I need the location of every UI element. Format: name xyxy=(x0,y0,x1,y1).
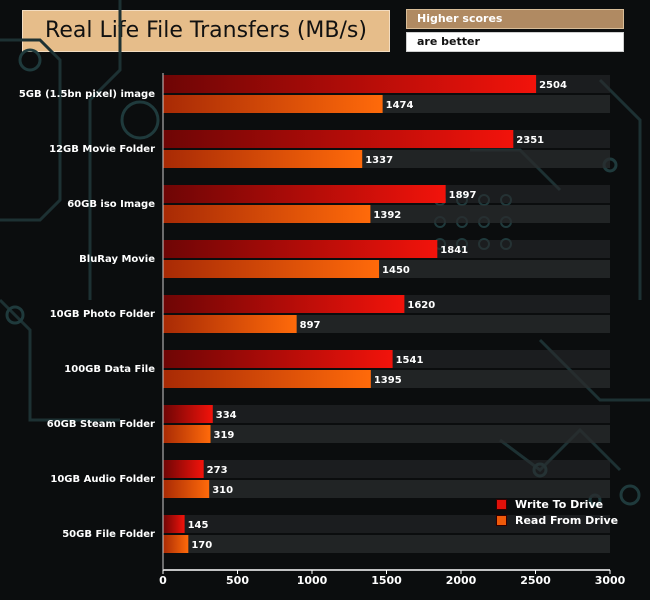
x-tick-label: 500 xyxy=(226,574,249,587)
note-are-better: are better xyxy=(406,32,624,52)
bar-write xyxy=(163,295,405,313)
circuit-node xyxy=(619,484,641,506)
circuit-node xyxy=(18,48,42,72)
value-label-write: 273 xyxy=(207,465,228,476)
value-label-write: 334 xyxy=(216,410,237,421)
x-axis: 0 500 1000 1500 2000 2500 3000 xyxy=(159,73,626,587)
row-band xyxy=(163,425,610,443)
circuit-trace xyxy=(0,38,62,222)
circuit-trace xyxy=(499,427,622,472)
row-band xyxy=(163,405,610,423)
bar-read xyxy=(163,315,297,333)
bar-read xyxy=(163,370,371,388)
x-tick-label: 1500 xyxy=(371,574,402,587)
category-label: 5GB (1.5bn pixel) image xyxy=(19,89,155,100)
value-label-write: 1841 xyxy=(440,245,468,256)
chart-title: Real Life File Transfers (MB/s) xyxy=(22,10,390,52)
bar-write xyxy=(163,130,514,148)
category-label: 10GB Audio Folder xyxy=(50,474,155,485)
circuit-trace xyxy=(88,0,122,300)
bar-read xyxy=(163,260,380,278)
category-label: 60GB iso Image xyxy=(67,199,155,210)
x-tick-label: 2000 xyxy=(446,574,477,587)
bar-write xyxy=(163,515,185,533)
bar-write xyxy=(163,405,213,423)
row-band xyxy=(163,535,610,553)
legend-label-write: Write To Drive xyxy=(515,497,604,511)
bar-read xyxy=(163,425,211,443)
value-label-read: 1474 xyxy=(386,100,414,111)
value-label-write: 2351 xyxy=(516,135,544,146)
value-label-read: 897 xyxy=(300,320,321,331)
bar-read xyxy=(163,480,210,498)
legend-swatch-write xyxy=(496,498,507,510)
circuit-trace xyxy=(0,298,120,422)
legend-item-write: Write To Drive xyxy=(496,497,618,511)
legend: Write To Drive Read From Drive xyxy=(496,497,618,529)
circuit-node xyxy=(5,305,25,325)
bar-write xyxy=(163,460,204,478)
bar-read xyxy=(163,95,383,113)
value-label-write: 1897 xyxy=(449,190,477,201)
row-band xyxy=(163,480,610,498)
bar-read xyxy=(163,150,363,168)
value-label-write: 145 xyxy=(188,520,209,531)
circuit-trace xyxy=(598,78,642,300)
category-label: BluRay Movie xyxy=(79,254,155,265)
bar-read xyxy=(163,205,371,223)
legend-swatch-read xyxy=(496,514,507,526)
value-label-read: 319 xyxy=(214,430,235,441)
circuit-node xyxy=(120,100,160,140)
bar-write xyxy=(163,185,446,203)
bar-write xyxy=(163,75,537,93)
bar-read xyxy=(163,535,189,553)
bar-write xyxy=(163,240,438,258)
x-tick-label: 3000 xyxy=(595,574,626,587)
category-label: 60GB Steam Folder xyxy=(47,419,155,430)
value-label-write: 1620 xyxy=(407,300,435,311)
value-label-read: 1395 xyxy=(374,375,402,386)
value-label-write: 1541 xyxy=(396,355,424,366)
bars: 2504 1474 2351 1337 1897 1392 1841 1450 1620 897 1… xyxy=(163,75,567,553)
value-label-read: 310 xyxy=(212,485,233,496)
value-label-write: 2504 xyxy=(539,80,567,91)
value-label-read: 170 xyxy=(191,540,212,551)
value-label-read: 1450 xyxy=(382,265,410,276)
bar-write xyxy=(163,350,393,368)
note-higher-scores: Higher scores xyxy=(406,9,624,29)
value-label-read: 1337 xyxy=(365,155,393,166)
legend-label-read: Read From Drive xyxy=(515,513,619,527)
category-label: 12GB Movie Folder xyxy=(49,144,155,155)
category-labels: 5GB (1.5bn pixel) image 12GB Movie Folder… xyxy=(19,89,155,540)
row-band xyxy=(163,460,610,478)
value-label-read: 1392 xyxy=(373,210,401,221)
category-label: 100GB Data File xyxy=(64,364,155,375)
x-tick-label: 1000 xyxy=(297,574,328,587)
x-tick-label: 2500 xyxy=(520,574,551,587)
category-label: 10GB Photo Folder xyxy=(50,309,155,320)
category-label: 50GB File Folder xyxy=(62,529,155,540)
x-tick-label: 0 xyxy=(159,574,167,587)
legend-item-read: Read From Drive xyxy=(496,513,618,527)
